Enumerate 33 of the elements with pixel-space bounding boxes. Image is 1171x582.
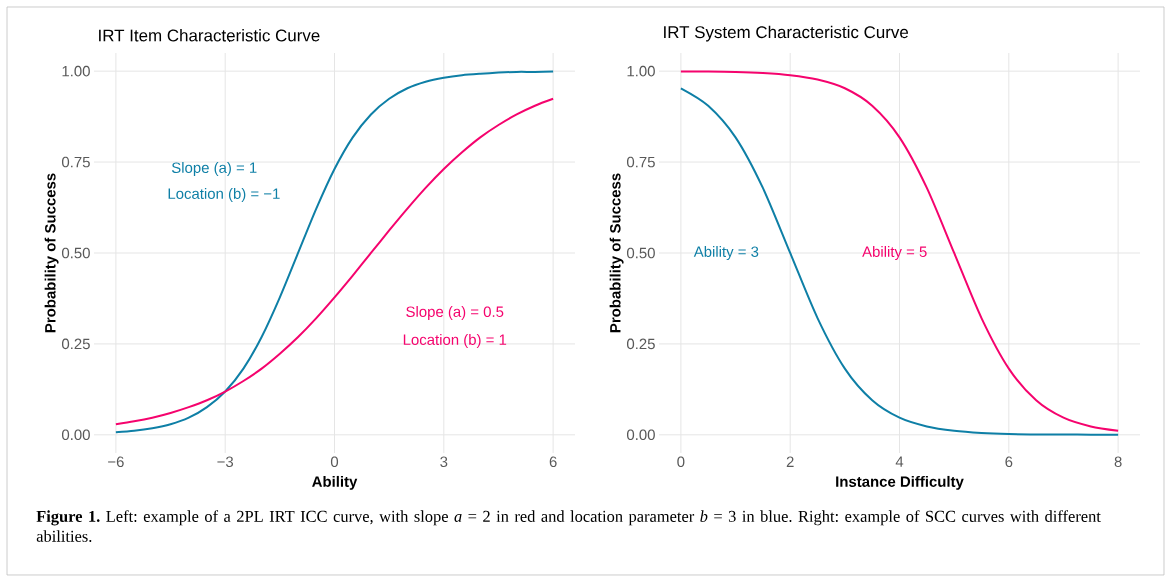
y-tick-label: 0.25 (61, 338, 90, 350)
x-tick-label: 2 (786, 456, 794, 467)
y-axis-title: Probability of Success (609, 173, 624, 333)
y-tick-label: 0.25 (626, 338, 655, 350)
y-axis-title: Probability of Success (44, 173, 59, 333)
x-tick-label: 6 (1005, 456, 1013, 468)
x-tick-label: 0 (330, 456, 339, 468)
y-tick-label: 0.50 (626, 247, 655, 259)
y-tick-label: 1.00 (62, 65, 90, 77)
x-tick-label: 4 (895, 456, 904, 467)
x-tick-label: 6 (549, 456, 557, 468)
annotation: Ability = 5 (862, 246, 927, 260)
x-axis-title: Instance Difficulty (836, 475, 964, 490)
annotation: Slope (a) = 1 (171, 162, 257, 176)
x-tick-label: 0 (677, 456, 685, 468)
y-tick-label: 0.75 (61, 156, 90, 168)
x-tick-label: −6 (108, 456, 124, 468)
y-tick-label: 0.00 (61, 429, 90, 441)
y-tick-label: 0.75 (626, 156, 655, 168)
x-axis-title: Ability (312, 475, 358, 490)
x-tick-label: −3 (217, 456, 234, 468)
annotation: Ability = 3 (693, 246, 759, 260)
annotation: Slope (a) = 0.5 (406, 306, 504, 320)
y-tick-label: 1.00 (627, 65, 655, 77)
annotation: Location (b) = −1 (168, 188, 280, 202)
text: Figure 1. Left: example of a 2PL IRT ICC curve, with slope a = 2 in red and location parameter b = 3 in blue. Right: example of SCC curves with different abilities. (36, 510, 1101, 542)
chart-title: IRT System Characteristic Curve (664, 25, 909, 42)
x-tick-label: 8 (1114, 456, 1122, 468)
y-tick-label: 0.50 (61, 247, 90, 259)
x-tick-label: 3 (440, 456, 448, 468)
y-tick-label: 0.00 (626, 429, 655, 441)
chart-title: IRT Item Characteristic Curve (99, 29, 320, 42)
annotation: Location (b) = 1 (403, 334, 507, 348)
